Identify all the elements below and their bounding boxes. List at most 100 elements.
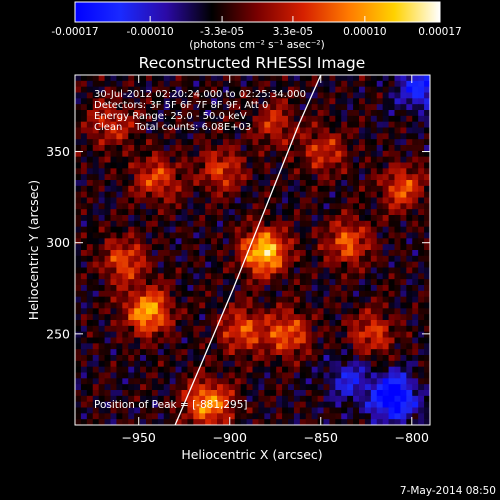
heatmap-cell bbox=[329, 244, 336, 251]
heatmap-cell bbox=[382, 226, 389, 233]
heatmap-cell bbox=[86, 145, 94, 152]
heatmap-cell bbox=[175, 156, 182, 163]
heatmap-cell bbox=[240, 419, 247, 425]
heatmap-cell bbox=[388, 349, 395, 356]
heatmap-cell bbox=[317, 360, 324, 368]
heatmap-cell bbox=[311, 203, 318, 210]
heatmap-cell bbox=[282, 174, 289, 181]
heatmap-cell bbox=[376, 209, 384, 216]
heatmap-cell bbox=[146, 267, 153, 274]
heatmap-cell bbox=[323, 413, 330, 420]
heatmap-cell bbox=[222, 285, 230, 292]
heatmap-cell bbox=[359, 296, 366, 303]
heatmap-cell bbox=[92, 226, 100, 233]
heatmap-cell bbox=[382, 104, 389, 111]
heatmap-cell bbox=[364, 390, 372, 397]
heatmap-cell bbox=[293, 209, 301, 216]
heatmap-cell bbox=[157, 279, 165, 286]
heatmap-cell bbox=[187, 261, 194, 268]
heatmap-cell bbox=[175, 337, 182, 344]
heatmap-cell bbox=[75, 355, 82, 362]
heatmap-cell bbox=[370, 174, 378, 181]
heatmap-cell bbox=[418, 401, 425, 408]
heatmap-cell bbox=[222, 98, 230, 105]
heatmap-cell bbox=[353, 168, 360, 175]
heatmap-cell bbox=[217, 75, 224, 82]
heatmap-cell bbox=[246, 133, 253, 140]
heatmap-cell bbox=[347, 215, 354, 222]
heatmap-cell bbox=[370, 255, 378, 263]
heatmap-cell bbox=[86, 296, 94, 303]
heatmap-cell bbox=[305, 232, 313, 239]
heatmap-cell bbox=[187, 150, 194, 158]
heatmap-cell bbox=[92, 378, 100, 385]
heatmap-cell bbox=[246, 325, 253, 333]
heatmap-cell bbox=[110, 150, 117, 158]
heatmap-cell bbox=[110, 115, 117, 123]
heatmap-cell bbox=[299, 285, 307, 292]
heatmap-cell bbox=[412, 279, 419, 286]
heatmap-cell bbox=[353, 139, 360, 146]
heatmap-cell bbox=[104, 255, 111, 263]
heatmap-cell bbox=[370, 133, 378, 140]
heatmap-cell bbox=[288, 366, 295, 373]
heatmap-cell bbox=[359, 419, 366, 425]
heatmap-cell bbox=[86, 197, 94, 204]
heatmap-cell bbox=[329, 366, 336, 373]
heatmap-cell bbox=[104, 413, 111, 420]
heatmap-cell bbox=[217, 139, 224, 146]
heatmap-cell bbox=[376, 150, 384, 158]
info-time-range: 30-Jul-2012 02:20:24.000 to 02:25:34.000 bbox=[94, 89, 306, 100]
heatmap-cell bbox=[353, 308, 360, 315]
heatmap-cell bbox=[169, 320, 176, 327]
heatmap-cell bbox=[252, 191, 259, 198]
heatmap-cell bbox=[187, 92, 194, 99]
heatmap-cell bbox=[151, 115, 159, 123]
heatmap-cell bbox=[228, 384, 236, 391]
heatmap-cell bbox=[382, 168, 389, 175]
heatmap-cell bbox=[240, 314, 247, 321]
heatmap-cell bbox=[146, 250, 153, 257]
heatmap-cell bbox=[98, 110, 105, 117]
heatmap-cell bbox=[193, 185, 200, 193]
heatmap-cell bbox=[146, 98, 153, 105]
heatmap-cell bbox=[406, 92, 413, 99]
heatmap-cell bbox=[305, 133, 313, 140]
heatmap-cell bbox=[258, 209, 265, 216]
heatmap-cell bbox=[388, 162, 395, 169]
heatmap-cell bbox=[187, 185, 194, 193]
heatmap-cell bbox=[169, 302, 176, 309]
heatmap-cell bbox=[116, 75, 123, 82]
heatmap-cell bbox=[364, 162, 372, 169]
heatmap-cell bbox=[228, 220, 236, 228]
heatmap-cell bbox=[323, 355, 330, 362]
heatmap-cell bbox=[270, 395, 277, 403]
heatmap-cell bbox=[323, 156, 330, 163]
heatmap-cell bbox=[299, 127, 307, 134]
heatmap-cell bbox=[151, 185, 159, 193]
heatmap-cell bbox=[347, 75, 354, 82]
heatmap-cell bbox=[317, 209, 324, 216]
heatmap-cell bbox=[276, 209, 283, 216]
heatmap-cell bbox=[222, 191, 230, 198]
heatmap-cell bbox=[122, 191, 129, 198]
heatmap-cell bbox=[282, 104, 289, 111]
heatmap-cell bbox=[175, 244, 182, 251]
heatmap-cell bbox=[217, 296, 224, 303]
heatmap-cell bbox=[181, 349, 188, 356]
heatmap-cell bbox=[388, 168, 395, 175]
heatmap-cell bbox=[264, 115, 271, 123]
heatmap-cell bbox=[146, 133, 153, 140]
heatmap-cell bbox=[317, 279, 324, 286]
heatmap-cell bbox=[264, 185, 271, 193]
heatmap-cell bbox=[364, 226, 372, 233]
heatmap-cell bbox=[98, 80, 105, 88]
heatmap-cell bbox=[264, 337, 271, 344]
heatmap-cell bbox=[157, 121, 165, 128]
heatmap-cell bbox=[335, 395, 342, 403]
heatmap-cell bbox=[75, 255, 82, 263]
chart-title: Reconstructed RHESSI Image bbox=[139, 54, 366, 72]
heatmap-cell bbox=[293, 203, 301, 210]
heatmap-cell bbox=[305, 156, 313, 163]
heatmap-cell bbox=[163, 343, 171, 350]
